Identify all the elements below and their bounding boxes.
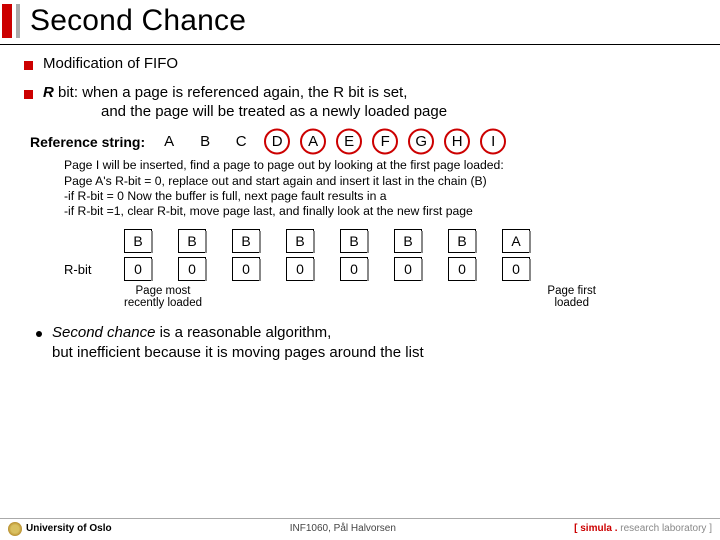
ref-circle-icon [372, 128, 398, 154]
ref-circle-icon [408, 128, 434, 154]
closing-rest: is a reasonable algorithm, [155, 324, 331, 341]
explanation-block: Page I will be inserted, find a page to … [64, 158, 702, 219]
bullet-2-line2: and the page will be treated as a newly … [101, 103, 447, 122]
blurb-l3: -if R-bit = 0 Now the buffer is full, ne… [64, 189, 702, 204]
closing-bullet: Second chance is a reasonable algorithm,… [36, 323, 702, 362]
page-cell: B [178, 229, 206, 253]
ref-circle-icon [480, 128, 506, 154]
cells-top: BBBBBBBA [124, 229, 530, 253]
bullet-1-text: Modification of FIFO [43, 55, 178, 74]
ref-item: B [193, 133, 217, 150]
page-cell: B [124, 229, 152, 253]
blurb-l1: Page I will be inserted, find a page to … [64, 158, 702, 173]
ref-item: G [409, 133, 433, 150]
page-table-rbit-row: R-bit 0 0 0 0 0 0 0 0 [64, 257, 702, 281]
bullet-2-rest: bit: when a page is referenced again, th… [54, 84, 408, 101]
page-cell: B [340, 229, 368, 253]
closing-text: Second chance is a reasonable algorithm,… [52, 323, 424, 362]
page-cell: B [394, 229, 422, 253]
rbit-cell: 0 [448, 257, 476, 281]
rbit-cell: 0 [340, 257, 368, 281]
page-table: B B B B B B B A R-bit 0 0 0 0 0 0 0 0 [64, 229, 702, 281]
ref-item: A [157, 133, 181, 150]
slide-title: Second Chance [30, 4, 246, 38]
page-cell: B [286, 229, 314, 253]
rbit-label: R-bit [64, 262, 124, 277]
title-divider [0, 44, 720, 45]
blurb-l4: -if R-bit =1, clear R-bit, move page las… [64, 204, 702, 219]
slide-content: Modification of FIFO R bit: when a page … [0, 51, 720, 362]
footer-brand: [ simula . [574, 523, 617, 534]
title-accent-bar-2 [16, 4, 20, 38]
title-accent-bar [2, 4, 12, 38]
ref-item: C [229, 133, 253, 150]
footer-left-text: University of Oslo [26, 523, 112, 534]
rbit-cell: 0 [394, 257, 422, 281]
bullet-2-r: R [43, 84, 54, 101]
ref-item: H [445, 133, 469, 150]
page-table-top-row: BBBBBBBA [64, 229, 702, 253]
ref-item: I [481, 133, 505, 150]
closing-em: Second chance [52, 324, 155, 341]
ref-circle-icon [300, 128, 326, 154]
rbit-cell: 0 [502, 257, 530, 281]
rbit-cell: 0 [178, 257, 206, 281]
legend-right: Page first loaded [547, 285, 596, 309]
page-cell: B [232, 229, 260, 253]
cells-bot: 0 0 0 0 0 0 0 0 [124, 257, 530, 281]
footer-mid: INF1060, Pål Halvorsen [290, 523, 396, 534]
legend-left: Page most recently loaded [124, 285, 202, 309]
reference-string-row: Reference string: ABCDAEFGHI [30, 133, 702, 150]
bullet-square-icon [24, 90, 33, 99]
ref-circle-icon [264, 128, 290, 154]
rbit-cell: 0 [124, 257, 152, 281]
slide-footer: University of Oslo INF1060, Pål Halvorse… [0, 518, 720, 538]
reference-string-label: Reference string: [30, 134, 145, 150]
ref-item: A [301, 133, 325, 150]
table-legend: Page most recently loaded Page first loa… [124, 285, 596, 309]
ref-circle-icon [336, 128, 362, 154]
ref-item: D [265, 133, 289, 150]
dot-icon [36, 331, 42, 337]
title-bar: Second Chance [0, 0, 720, 44]
university-seal-icon [8, 522, 22, 536]
ref-circle-icon [444, 128, 470, 154]
rbit-cell: 0 [286, 257, 314, 281]
rbit-cell: 0 [232, 257, 260, 281]
bullet-2-text: R bit: when a page is referenced again, … [43, 84, 447, 122]
footer-left: University of Oslo [8, 522, 112, 536]
page-cell: B [448, 229, 476, 253]
blurb-l2: Page A's R-bit = 0, replace out and star… [64, 174, 702, 189]
footer-right: [ simula . research laboratory ] [574, 523, 712, 534]
closing-l2: but inefficient because it is moving pag… [52, 344, 424, 361]
reference-string-items: ABCDAEFGHI [157, 133, 505, 150]
bullet-1: Modification of FIFO [24, 55, 702, 74]
ref-item: F [373, 133, 397, 150]
page-cell: A [502, 229, 530, 253]
ref-item: E [337, 133, 361, 150]
bullet-2: R bit: when a page is referenced again, … [24, 84, 702, 122]
footer-lab: research laboratory ] [617, 523, 712, 534]
bullet-square-icon [24, 61, 33, 70]
